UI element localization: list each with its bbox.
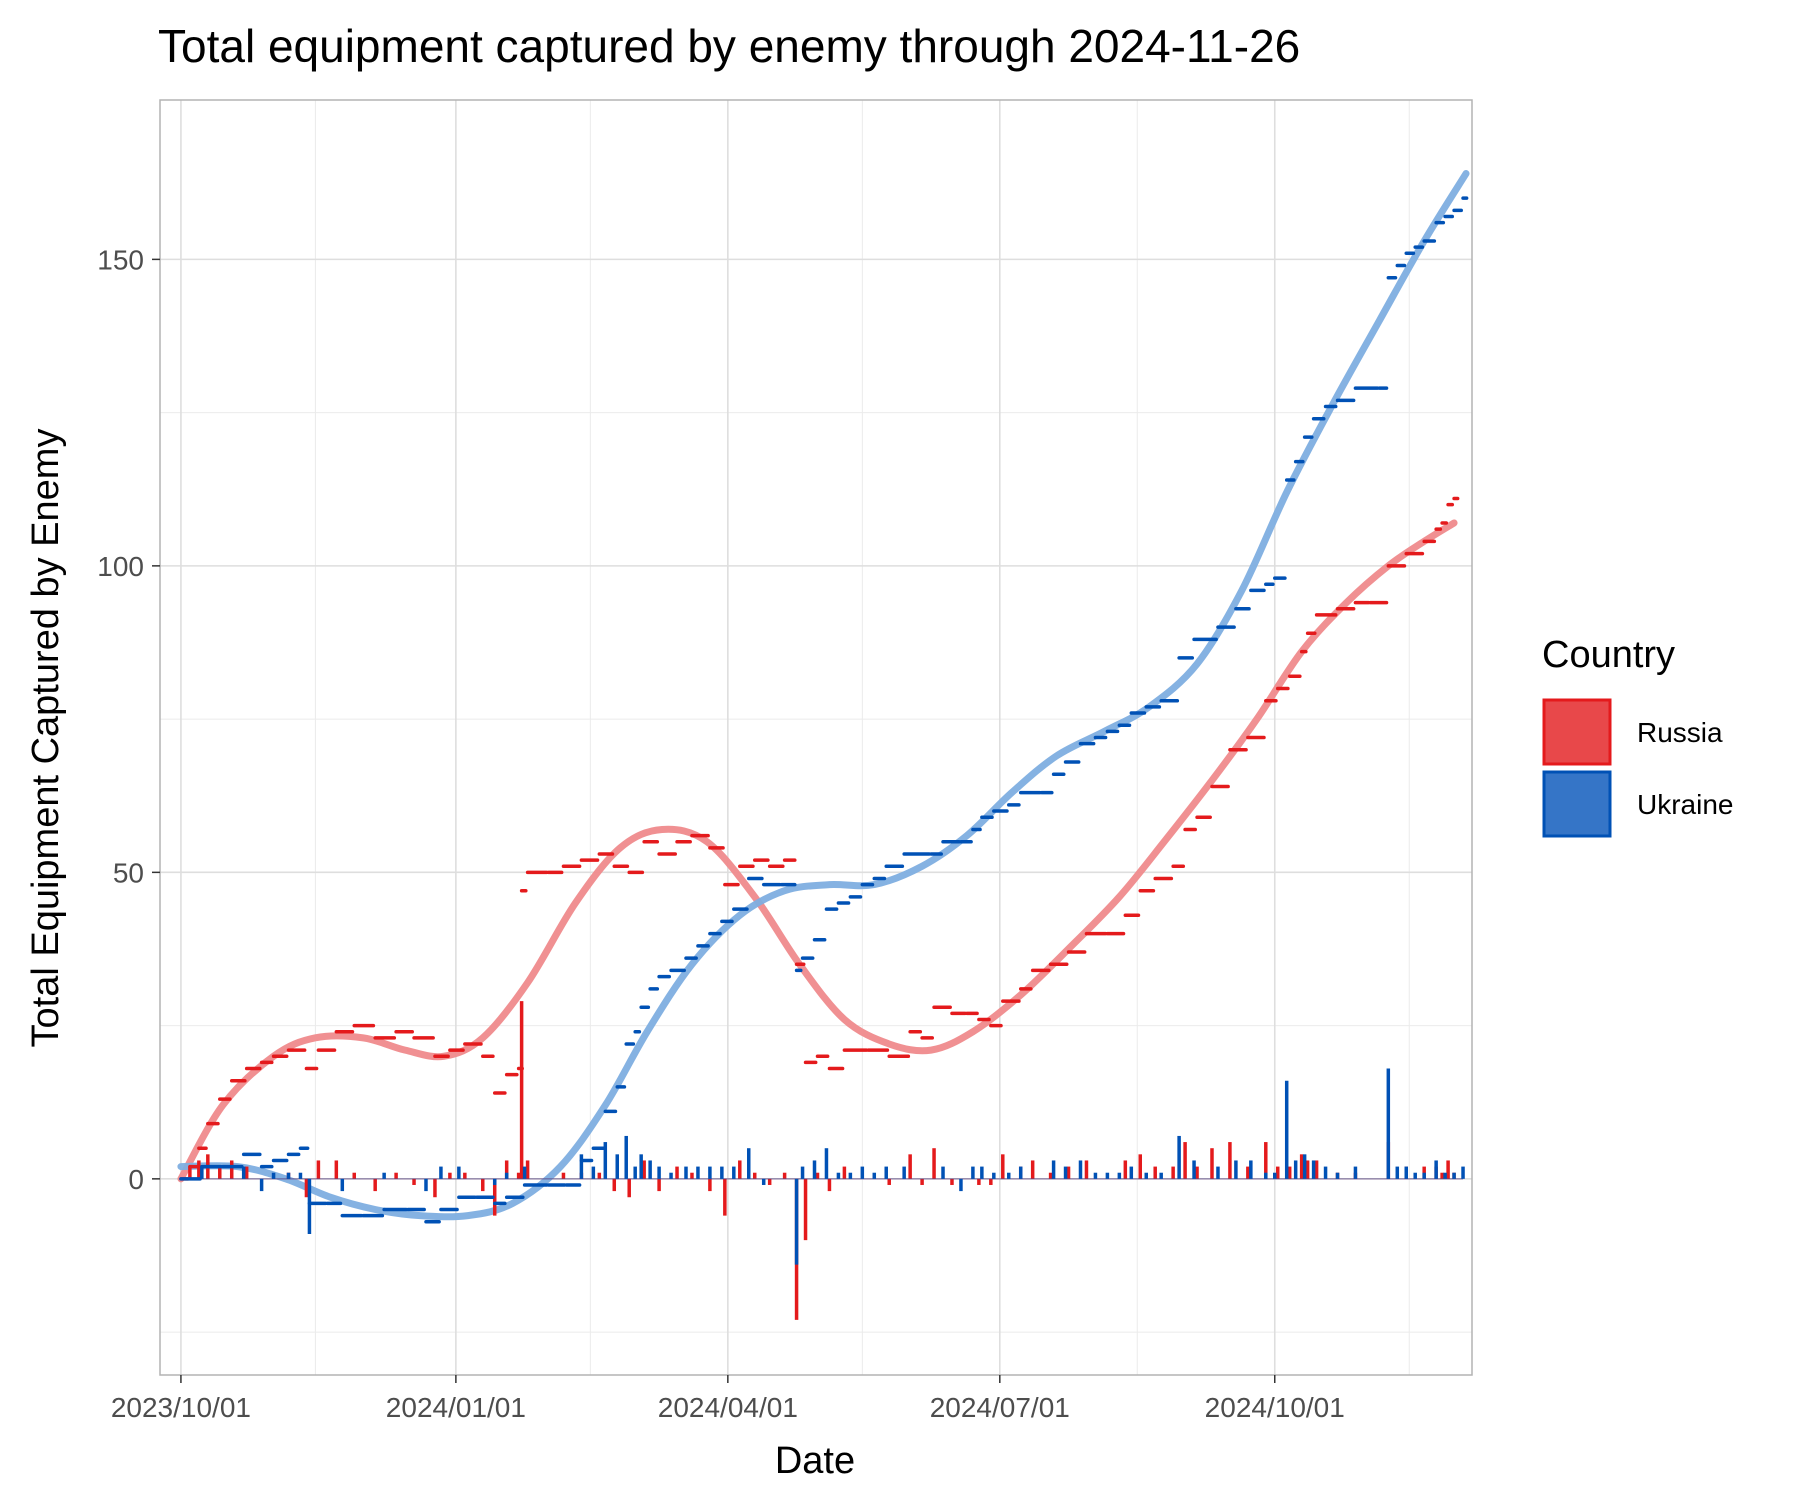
x-tick-label: 2024/07/01 [930,1392,1070,1423]
x-axis-ticks: 2023/10/01 2024/01/01 2024/04/01 2024/07/01… [111,1375,1345,1423]
grid-major-lines [160,100,1472,1375]
legend: Country Russia Ukraine [1542,634,1733,838]
chart-title: Total equipment captured by enemy throug… [158,20,1300,72]
x-tick-label: 2023/10/01 [111,1392,251,1423]
legend-key-russia [1542,698,1612,766]
legend-title: Country [1542,634,1675,676]
y-tick-label: 100 [97,551,144,582]
ukraine-smooth-line [177,170,1470,1221]
x-tick-label: 2024/10/01 [1205,1392,1345,1423]
legend-label-russia: Russia [1637,717,1723,748]
y-axis-title: Total Equipment Captured by Enemy [25,429,67,1048]
grid-minor-lines [160,100,1472,1375]
x-tick-label: 2024/01/01 [386,1392,526,1423]
y-axis-ticks: 0 50 100 150 [97,244,160,1195]
panel-border [159,99,1473,1376]
daily-bars [180,1001,1465,1320]
y-tick-label: 150 [97,244,144,275]
x-tick-label: 2024/04/01 [658,1392,798,1423]
smooth-lines [177,170,1470,1221]
plot-panel [159,99,1473,1376]
legend-label-ukraine: Ukraine [1637,789,1733,820]
legend-items: Russia Ukraine [1542,698,1733,838]
legend-key-ukraine [1542,770,1612,838]
y-tick-label: 50 [113,857,144,888]
cumulative-points [179,196,1469,1224]
russia-smooth-line [177,519,1458,1183]
x-axis-title: Date [775,1440,855,1482]
y-tick-label: 0 [128,1164,144,1195]
